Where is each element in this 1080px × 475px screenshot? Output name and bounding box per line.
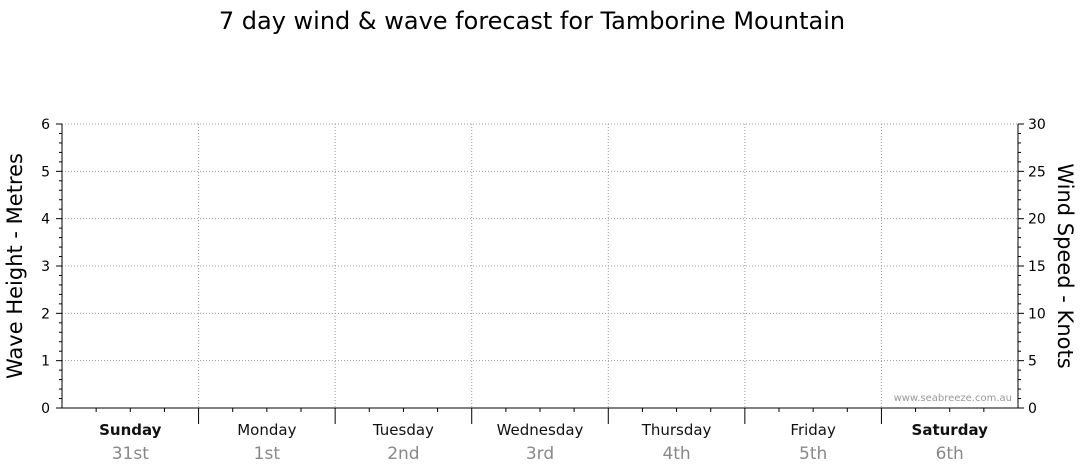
axes	[56, 123, 1024, 424]
day-date-label: 3rd	[526, 444, 554, 464]
left-tick-labels: 0 1 2 3 4 5 6	[41, 117, 50, 417]
day-date-label: 4th	[662, 444, 690, 464]
left-axis-label: Wave Height - Metres	[3, 153, 27, 379]
left-tick-label: 1	[41, 354, 50, 370]
day-name-label: Sunday	[99, 421, 162, 439]
day-name-label: Saturday	[912, 421, 989, 439]
day-date-label: 5th	[799, 444, 827, 464]
right-tick-label: 30	[1028, 117, 1046, 133]
day-name-label: Tuesday	[372, 421, 434, 439]
day-labels: Sunday 31st Monday 1st Tuesday 2nd Wednesday 3r…	[99, 421, 988, 464]
right-tick-label: 10	[1028, 306, 1046, 322]
watermark: www.seabreeze.com.au	[894, 393, 1012, 404]
left-tick-label: 0	[41, 401, 50, 417]
grid-lines	[62, 123, 1018, 408]
right-tick-label: 15	[1028, 259, 1046, 275]
left-tick-label: 6	[41, 117, 50, 133]
left-tick-label: 2	[41, 306, 50, 322]
left-tick-label: 4	[41, 212, 50, 228]
right-tick-label: 5	[1028, 354, 1037, 370]
day-date-label: 1st	[254, 444, 281, 464]
right-tick-label: 25	[1028, 164, 1046, 180]
right-axis-label: Wind Speed - Knots	[1053, 163, 1077, 368]
day-name-label: Wednesday	[497, 421, 584, 439]
chart-title: 7 day wind & wave forecast for Tamborine…	[219, 7, 845, 35]
day-date-label: 2nd	[387, 444, 419, 464]
day-name-label: Monday	[237, 421, 296, 439]
left-tick-label: 3	[41, 259, 50, 275]
left-tick-label: 5	[41, 164, 50, 180]
right-tick-label: 0	[1028, 401, 1037, 417]
day-name-label: Thursday	[641, 421, 712, 439]
right-tick-labels: 0 5 10 15 20 25 30	[1028, 117, 1046, 417]
day-date-label: 31st	[112, 444, 149, 464]
day-date-label: 6th	[936, 444, 964, 464]
right-tick-label: 20	[1028, 212, 1046, 228]
day-name-label: Friday	[790, 421, 836, 439]
